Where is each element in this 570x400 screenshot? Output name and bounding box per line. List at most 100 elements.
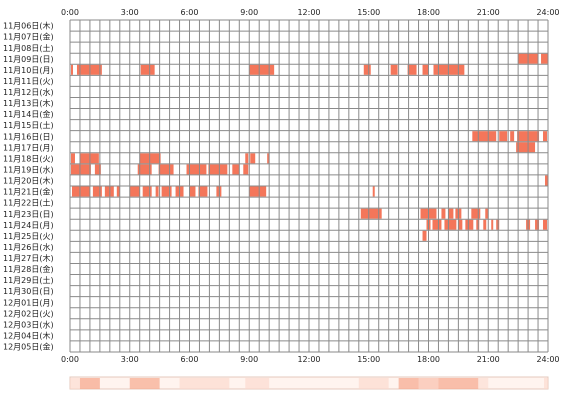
activity-segment bbox=[545, 175, 548, 186]
row-label: 11月25日(火) bbox=[3, 232, 54, 241]
activity-segment bbox=[71, 186, 90, 197]
summary-band bbox=[179, 378, 230, 389]
x-tick-label-bottom: 18:00 bbox=[417, 355, 440, 364]
x-tick-label-bottom: 21:00 bbox=[477, 355, 500, 364]
row-label: 11月22日(土) bbox=[3, 198, 54, 208]
activity-segment bbox=[186, 164, 207, 175]
summary-band bbox=[544, 378, 548, 389]
activity-segment bbox=[491, 219, 494, 230]
x-tick-label: 21:00 bbox=[477, 8, 500, 17]
activity-segment bbox=[250, 153, 256, 164]
x-tick-label: 24:00 bbox=[536, 8, 559, 17]
activity-segment bbox=[249, 64, 275, 75]
activity-segment bbox=[444, 219, 457, 230]
row-label: 11月23日(日) bbox=[3, 210, 54, 219]
activity-segment bbox=[92, 186, 102, 197]
activity-segment bbox=[465, 219, 474, 230]
row-label: 12月05日(金) bbox=[3, 342, 54, 352]
grid-layer bbox=[69, 19, 549, 353]
activity-segment bbox=[155, 186, 159, 197]
row-label: 11月18日(火) bbox=[3, 154, 54, 163]
x-tick-label-bottom: 9:00 bbox=[240, 355, 258, 364]
row-label: 12月02日(火) bbox=[3, 309, 54, 318]
activity-segment bbox=[142, 186, 152, 197]
row-label: 11月09日(日) bbox=[3, 55, 54, 64]
activity-segment bbox=[516, 142, 536, 153]
row-label: 11月07日(金) bbox=[3, 32, 54, 42]
activity-segment bbox=[485, 208, 489, 219]
row-label: 11月28日(金) bbox=[3, 264, 54, 274]
activity-segment bbox=[137, 164, 152, 175]
activity-segment bbox=[422, 230, 427, 241]
activity-segment bbox=[70, 153, 75, 164]
row-label: 11月14日(金) bbox=[3, 109, 54, 119]
activity-segment bbox=[363, 64, 371, 75]
activity-segment bbox=[360, 208, 382, 219]
summary-band bbox=[478, 378, 489, 389]
x-tick-label-bottom: 12:00 bbox=[297, 355, 320, 364]
activity-segment bbox=[372, 186, 375, 197]
row-label: 11月20日(木) bbox=[3, 176, 54, 186]
activity-segment bbox=[390, 64, 398, 75]
x-tick-label: 18:00 bbox=[417, 8, 440, 17]
summary-band bbox=[418, 378, 439, 389]
row-label: 11月21日(金) bbox=[3, 187, 54, 197]
row-label: 11月08日(土) bbox=[3, 43, 54, 53]
activity-segment bbox=[472, 131, 497, 142]
x-tick-label: 9:00 bbox=[240, 8, 258, 17]
x-tick-label-bottom: 3:00 bbox=[121, 355, 139, 364]
x-tick-label: 3:00 bbox=[121, 8, 139, 17]
x-tick-labels: 0:00 3:00 6:00 9:00 12:00 15:00 18:00 21:00 24:0… bbox=[61, 8, 560, 364]
row-label: 11月12日(水) bbox=[3, 87, 54, 97]
activity-segment bbox=[448, 208, 454, 219]
row-label: 12月03日(水) bbox=[3, 319, 54, 329]
activity-segment bbox=[458, 219, 463, 230]
activity-segment bbox=[161, 186, 172, 197]
x-tick-label: 0:00 bbox=[61, 8, 79, 17]
x-tick-label: 6:00 bbox=[181, 8, 199, 17]
x-tick-label: 12:00 bbox=[297, 8, 320, 17]
activity-segment bbox=[129, 186, 140, 197]
x-tick-label-bottom: 0:00 bbox=[61, 355, 79, 364]
row-labels: 11月06日(木)11月07日(金)11月08日(土) 11月09日(日) 11月1… bbox=[3, 21, 54, 352]
row-label: 11月27日(木) bbox=[3, 253, 54, 263]
row-label: 11月13日(木) bbox=[3, 98, 54, 108]
x-tick-label-bottom: 6:00 bbox=[181, 355, 199, 364]
activity-segment bbox=[70, 64, 73, 75]
activity-segment bbox=[70, 164, 91, 175]
row-label: 11月26日(水) bbox=[3, 242, 54, 252]
row-label: 11月16日(日) bbox=[3, 132, 54, 141]
activity-segment bbox=[543, 131, 548, 142]
activity-segment bbox=[422, 64, 429, 75]
summary-band bbox=[129, 378, 160, 389]
row-label: 11月19日(水) bbox=[3, 164, 54, 174]
x-tick-label-bottom: 24:00 bbox=[536, 355, 559, 364]
x-tick-label-bottom: 15:00 bbox=[357, 355, 380, 364]
x-tick-label: 15:00 bbox=[357, 8, 380, 17]
activity-segment bbox=[471, 208, 481, 219]
activity-segment bbox=[116, 186, 120, 197]
activity-segment bbox=[140, 64, 155, 75]
activity-segment bbox=[267, 153, 270, 164]
activity-segment bbox=[208, 164, 228, 175]
row-label: 11月06日(木) bbox=[3, 21, 54, 31]
activity-segment bbox=[249, 186, 267, 197]
row-label: 11月30日(日) bbox=[3, 287, 54, 296]
activity-segment bbox=[407, 64, 417, 75]
row-label: 11月10日(月) bbox=[3, 66, 54, 75]
activity-segment bbox=[483, 219, 487, 230]
activity-segment bbox=[158, 164, 174, 175]
row-label: 11月15日(土) bbox=[3, 120, 54, 130]
row-label: 11月24日(月) bbox=[3, 221, 54, 230]
activity-segment bbox=[499, 131, 508, 142]
activity-segment bbox=[243, 164, 249, 175]
row-label: 12月04日(木) bbox=[3, 330, 54, 340]
row-label: 12月01日(月) bbox=[3, 298, 54, 307]
summary-strip bbox=[69, 376, 549, 390]
activity-segment bbox=[541, 53, 548, 64]
row-label: 11月29日(土) bbox=[3, 275, 54, 285]
activity-segment bbox=[198, 186, 208, 197]
activity-segment bbox=[189, 186, 196, 197]
row-label: 11月11日(火) bbox=[3, 77, 54, 86]
